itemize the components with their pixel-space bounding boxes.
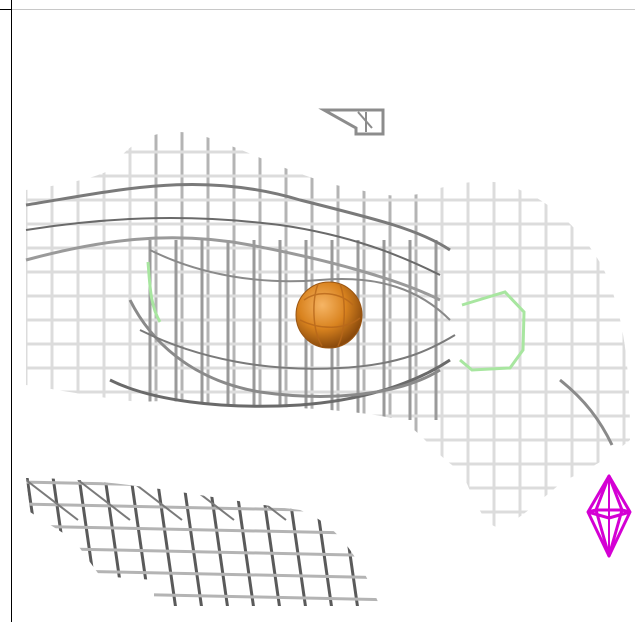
mesh-line [390, 470, 410, 610]
mesh-line [336, 478, 360, 606]
mesh-line [310, 478, 334, 606]
mesh-line [206, 478, 230, 606]
mesh-line [50, 478, 74, 606]
ligand-outline [146, 261, 526, 372]
mesh-line [26, 590, 380, 602]
viewer-frame-top-border [0, 9, 635, 10]
bipyramid-icon[interactable] [586, 474, 632, 558]
mesh-line [337, 479, 380, 521]
mesh-contour [25, 217, 441, 276]
density-mesh-contours [25, 183, 614, 446]
mesh-contour [559, 378, 614, 446]
mesh-line [154, 478, 178, 606]
mesh-line [102, 478, 126, 606]
density-mesh-fragment [318, 108, 385, 136]
mesh-line [26, 479, 79, 521]
mesh-line [362, 478, 380, 606]
mesh-contour [139, 329, 456, 370]
mesh-line [26, 480, 380, 492]
mesh-line [129, 479, 183, 521]
mesh-line [232, 478, 256, 606]
mesh-line [76, 478, 100, 606]
viewer-frame-left-border [11, 0, 12, 622]
mesh-contour [109, 358, 451, 408]
mesh-contour [25, 236, 441, 302]
mesh-line [284, 478, 308, 606]
mesh-line [26, 546, 380, 558]
mesh-line [77, 479, 131, 521]
mesh-line [26, 502, 380, 514]
mesh-line [128, 478, 152, 606]
mesh-line [26, 478, 48, 606]
viewer-frame-tick [0, 9, 12, 10]
mesh-line [258, 478, 282, 606]
mesh-line [26, 568, 380, 580]
mesh-line [26, 524, 380, 536]
density-mesh-lower [26, 470, 410, 610]
mesh-contour [25, 183, 451, 252]
sphere-icon[interactable] [295, 281, 363, 349]
mesh-line [180, 478, 204, 606]
mesh-contour [149, 249, 451, 321]
